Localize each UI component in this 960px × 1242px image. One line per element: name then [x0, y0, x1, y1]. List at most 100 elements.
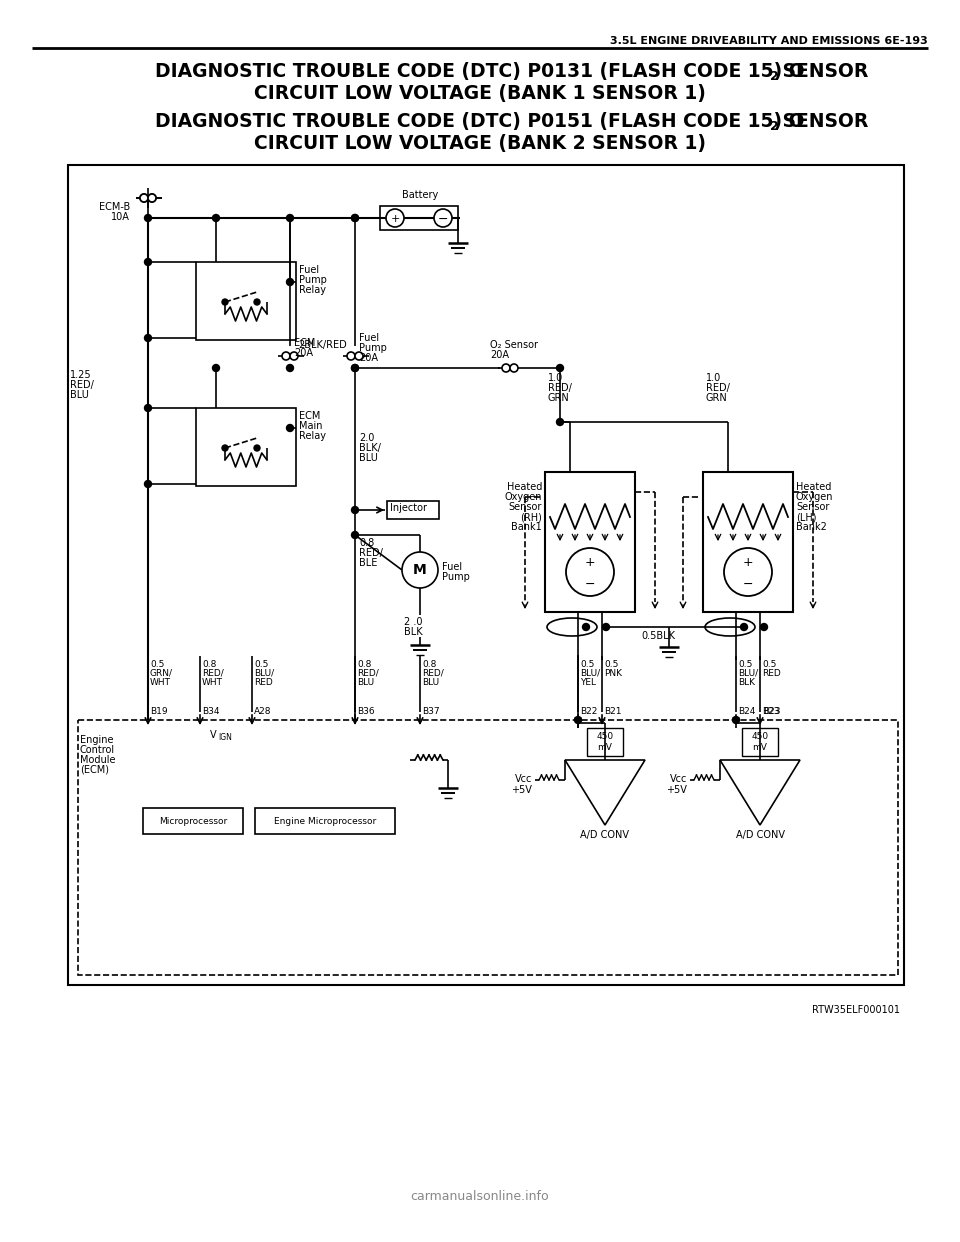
Circle shape [351, 364, 358, 371]
Circle shape [351, 532, 358, 539]
Bar [78, 720, 898, 975]
Text: PNK: PNK [604, 669, 622, 678]
Text: Fuel: Fuel [442, 561, 462, 573]
Text: YEL: YEL [580, 678, 596, 687]
Circle shape [212, 215, 220, 221]
Text: RED: RED [762, 669, 780, 678]
Circle shape [557, 419, 564, 426]
Text: WHT: WHT [150, 678, 171, 687]
Text: −: − [585, 578, 595, 590]
Circle shape [212, 364, 220, 371]
Text: Fuel: Fuel [359, 333, 379, 343]
Text: RED/: RED/ [706, 383, 730, 392]
Circle shape [355, 351, 363, 360]
Text: Fuel: Fuel [299, 265, 319, 274]
Circle shape [290, 351, 298, 360]
Text: B23: B23 [763, 707, 780, 715]
Bar [196, 262, 296, 340]
Text: 1.0: 1.0 [548, 373, 564, 383]
Text: 0.5: 0.5 [150, 660, 164, 669]
Circle shape [254, 445, 260, 451]
Bar [255, 809, 395, 833]
Text: Bank2: Bank2 [796, 522, 827, 532]
Text: (LH): (LH) [796, 512, 817, 522]
Text: mV: mV [597, 743, 612, 751]
Text: 20A: 20A [294, 348, 313, 358]
Text: 20A: 20A [359, 353, 378, 363]
Text: B36: B36 [357, 707, 374, 715]
Text: Vcc: Vcc [670, 774, 687, 784]
Text: Pump: Pump [442, 573, 469, 582]
Circle shape [732, 717, 739, 724]
Text: V: V [210, 730, 217, 740]
Text: SENSOR: SENSOR [776, 112, 869, 130]
Circle shape [557, 364, 564, 371]
Circle shape [510, 364, 518, 373]
Text: 450: 450 [596, 732, 613, 741]
Circle shape [286, 215, 294, 221]
Text: B21: B21 [604, 707, 621, 715]
Text: ECM-B: ECM-B [99, 202, 130, 212]
Text: Battery: Battery [402, 190, 438, 200]
Text: CIRCUIT LOW VOLTAGE (BANK 2 SENSOR 1): CIRCUIT LOW VOLTAGE (BANK 2 SENSOR 1) [254, 134, 706, 153]
Circle shape [145, 258, 152, 266]
Circle shape [148, 194, 156, 202]
Text: Pump: Pump [359, 343, 387, 353]
Ellipse shape [547, 619, 597, 636]
Circle shape [574, 717, 582, 724]
Text: RED/: RED/ [422, 669, 444, 678]
Text: 2: 2 [770, 120, 779, 133]
Text: Module: Module [80, 755, 115, 765]
Text: 1.0: 1.0 [706, 373, 721, 383]
Text: ECM: ECM [294, 338, 316, 348]
Circle shape [145, 481, 152, 488]
Circle shape [724, 548, 772, 596]
Text: 0.8: 0.8 [202, 660, 216, 669]
Circle shape [282, 351, 290, 360]
Text: 0.8: 0.8 [357, 660, 372, 669]
Bar [742, 728, 778, 756]
Bar [68, 165, 904, 985]
Bar [196, 409, 296, 486]
Bar [143, 809, 243, 833]
Text: 0.8: 0.8 [422, 660, 437, 669]
Text: O₂ Sensor: O₂ Sensor [490, 340, 538, 350]
Circle shape [566, 548, 614, 596]
Text: GRN: GRN [548, 392, 569, 402]
Text: A28: A28 [254, 707, 272, 715]
Text: ECM: ECM [299, 411, 321, 421]
Text: carmanualsonline.info: carmanualsonline.info [411, 1190, 549, 1203]
Text: 2 .0: 2 .0 [404, 617, 422, 627]
Text: Heated: Heated [796, 482, 831, 492]
Text: Sensor: Sensor [796, 502, 829, 512]
Text: BLU/: BLU/ [738, 669, 758, 678]
Text: −: − [438, 212, 448, 226]
Circle shape [583, 623, 589, 631]
Text: B19: B19 [150, 707, 168, 715]
Text: Engine: Engine [80, 735, 113, 745]
Text: Injector: Injector [390, 503, 427, 513]
Circle shape [740, 623, 748, 631]
Text: RED/: RED/ [359, 548, 383, 558]
Text: B37: B37 [422, 707, 440, 715]
Text: Oxygen: Oxygen [505, 492, 542, 502]
Text: +: + [743, 555, 754, 569]
Circle shape [603, 623, 610, 631]
Text: BLU: BLU [357, 678, 374, 687]
Text: Pump: Pump [299, 274, 326, 284]
Text: BLU/: BLU/ [254, 669, 275, 678]
Text: BLK: BLK [738, 678, 755, 687]
Text: A/D CONV: A/D CONV [735, 830, 784, 840]
Circle shape [351, 215, 358, 221]
Text: mV: mV [753, 743, 767, 751]
Text: Relay: Relay [299, 284, 326, 296]
Text: Microprocessor: Microprocessor [158, 817, 228, 826]
Text: BLU: BLU [359, 453, 378, 463]
Text: BLK/: BLK/ [359, 443, 381, 453]
Text: 0.8: 0.8 [359, 538, 374, 548]
Text: Oxygen: Oxygen [796, 492, 833, 502]
Text: 450: 450 [752, 732, 769, 741]
Circle shape [145, 334, 152, 342]
Circle shape [145, 215, 152, 221]
Text: 2: 2 [770, 70, 779, 83]
